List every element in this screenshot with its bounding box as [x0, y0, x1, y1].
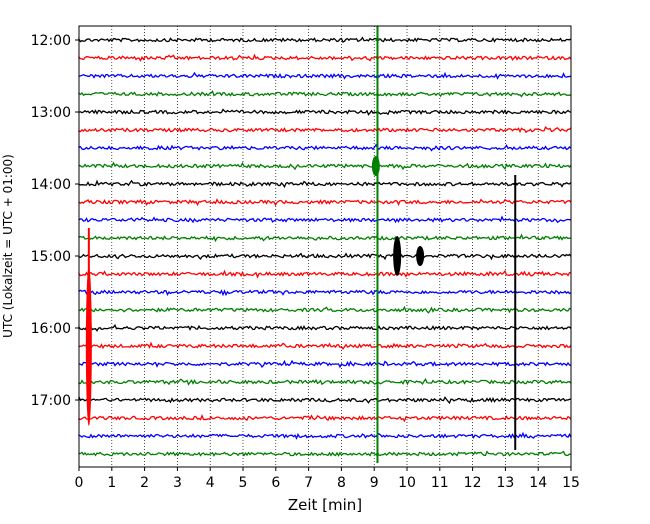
x-tick-label: 8	[337, 475, 346, 491]
y-tick-label: 15:00	[31, 249, 71, 265]
seismic-trace	[78, 233, 572, 243]
seismic-trace	[78, 90, 572, 98]
seismic-trace	[78, 305, 572, 315]
seismic-trace	[78, 450, 572, 457]
x-tick-label: 5	[239, 475, 248, 491]
plot-frame	[78, 25, 572, 468]
seismic-trace	[78, 396, 572, 405]
y-tick-label: 14:00	[31, 177, 71, 193]
seismic-trace	[78, 377, 572, 386]
x-axis-ticks: 0 1 2 3 4 5 6 7 8 9 10 11 12 13 14 15	[75, 467, 580, 491]
seismic-trace	[78, 359, 572, 369]
x-tick-label: 2	[140, 475, 149, 491]
seismic-trace	[78, 161, 572, 171]
seismic-trace	[78, 198, 572, 207]
x-tick-label: 6	[271, 475, 280, 491]
seismic-trace	[78, 36, 572, 44]
x-tick-label: 1	[107, 475, 116, 491]
y-axis-ticks: 12:00 13:00 14:00 15:00 16:00 17:00	[31, 33, 79, 409]
y-tick-label: 12:00	[31, 33, 71, 49]
event-burst	[416, 246, 425, 266]
seismic-trace	[78, 53, 572, 62]
trace-layer	[78, 36, 572, 457]
x-tick-label: 11	[431, 475, 449, 491]
x-tick-label: 0	[75, 475, 84, 491]
x-axis-label: Zeit [min]	[288, 496, 362, 514]
seismic-trace	[78, 252, 572, 261]
x-tick-label: 3	[173, 475, 182, 491]
seismic-trace	[78, 431, 572, 440]
seismic-trace	[78, 108, 572, 116]
event-burst	[393, 236, 402, 276]
seismic-trace	[78, 341, 572, 351]
x-tick-label: 10	[398, 475, 416, 491]
seismic-trace	[78, 71, 572, 80]
x-tick-label: 15	[562, 475, 580, 491]
seismic-trace	[78, 413, 572, 423]
x-tick-label: 7	[304, 475, 313, 491]
seismic-trace	[78, 289, 572, 297]
x-tick-label: 12	[464, 475, 482, 491]
x-tick-label: 14	[529, 475, 547, 491]
seismic-trace	[78, 215, 571, 224]
y-tick-label: 17:00	[31, 393, 71, 409]
y-axis-label: UTC (Lokalzeit = UTC + 01:00)	[1, 154, 15, 338]
seismic-trace	[78, 269, 572, 279]
event-burst	[371, 156, 380, 176]
x-tick-label: 9	[370, 475, 379, 491]
seismic-trace	[78, 143, 572, 152]
seismic-trace	[78, 125, 572, 134]
seismic-trace	[78, 324, 572, 332]
seismic-trace	[78, 179, 572, 189]
x-tick-label: 13	[496, 475, 514, 491]
y-tick-label: 13:00	[31, 105, 71, 121]
event-layer	[85, 26, 518, 463]
y-tick-label: 16:00	[31, 321, 71, 337]
x-tick-label: 4	[206, 475, 215, 491]
